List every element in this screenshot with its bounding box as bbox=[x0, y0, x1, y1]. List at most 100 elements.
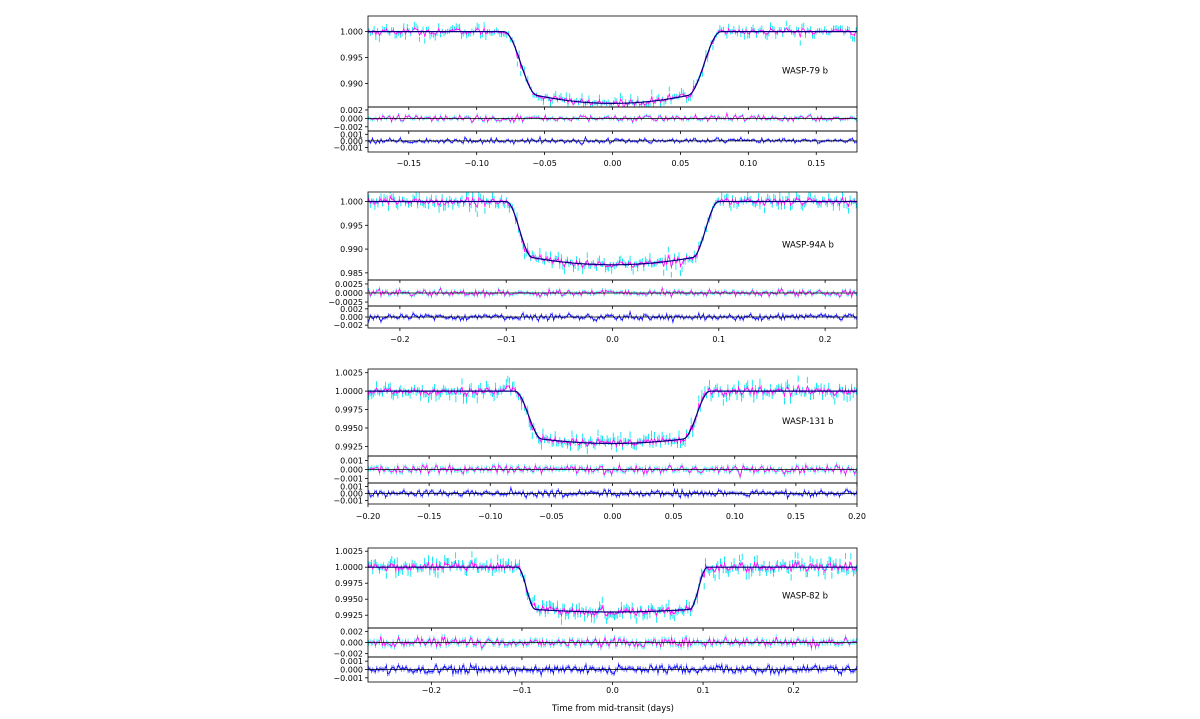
x-tick-label: 0.1 bbox=[712, 335, 725, 344]
y-tick-label: −0.001 bbox=[333, 674, 363, 683]
y-tick-label: 0.000 bbox=[340, 466, 363, 475]
transit-model-line bbox=[368, 566, 857, 613]
x-tick-label: 0.05 bbox=[672, 159, 690, 168]
x-tick-label: −0.2 bbox=[390, 335, 409, 344]
transit-model-line bbox=[368, 31, 857, 104]
axes-frame bbox=[367, 15, 858, 108]
y-tick-label: −0.0025 bbox=[328, 298, 363, 307]
plot-area bbox=[368, 662, 857, 678]
y-tick-label: −0.002 bbox=[333, 321, 363, 330]
y-tick-label: 0.000 bbox=[340, 490, 363, 499]
y-tick-label: 0.002 bbox=[340, 305, 363, 314]
y-tick-label: 1.0000 bbox=[335, 563, 363, 572]
y-tick-label: 0.9950 bbox=[335, 595, 363, 604]
x-tick-label: −0.2 bbox=[422, 686, 441, 695]
y-tick-label: 0.000 bbox=[340, 137, 363, 146]
x-tick-label: −0.10 bbox=[464, 159, 489, 168]
y-tick-label: 0.9950 bbox=[335, 424, 363, 433]
y-tick-label: 1.000 bbox=[340, 28, 363, 37]
y-tick-label: 1.000 bbox=[340, 198, 363, 207]
transit-model-line bbox=[368, 200, 857, 266]
residual-series bbox=[368, 286, 857, 299]
x-tick-label: 0.10 bbox=[726, 512, 744, 521]
plot-area bbox=[368, 20, 857, 107]
y-tick-label: 0.995 bbox=[340, 221, 363, 230]
y-tick-label: 0.001 bbox=[340, 130, 363, 139]
transit-model-line bbox=[368, 390, 857, 445]
residual-series bbox=[368, 463, 857, 479]
x-tick-label: −0.15 bbox=[417, 512, 442, 521]
plot-area bbox=[368, 192, 857, 278]
planet-label: WASP-131 b bbox=[782, 417, 833, 427]
residual-series bbox=[368, 663, 857, 676]
y-tick-label: 0.9975 bbox=[335, 406, 363, 415]
plot-area bbox=[368, 633, 857, 652]
x-tick-label: −0.15 bbox=[396, 159, 421, 168]
y-tick-label: −0.002 bbox=[333, 650, 363, 659]
x-tick-label: 0.1 bbox=[697, 686, 710, 695]
x-tick-label: −0.20 bbox=[356, 512, 381, 521]
y-tick-label: 0.001 bbox=[340, 657, 363, 666]
flux-panel: WASP-94A b 0.985 0.990 0.995 1.000 bbox=[340, 191, 858, 283]
x-tick-label: −0.10 bbox=[478, 512, 503, 521]
x-tick-label: −0.05 bbox=[532, 159, 557, 168]
x-tick-label: 0.15 bbox=[807, 159, 825, 168]
y-tick-label: 1.0025 bbox=[335, 369, 363, 378]
plot-area bbox=[368, 286, 857, 299]
axes-frame bbox=[367, 547, 858, 629]
x-tick-label: 0.00 bbox=[604, 159, 622, 168]
y-tick-label: −0.001 bbox=[333, 475, 363, 484]
y-tick-label: 0.001 bbox=[340, 457, 363, 466]
flux-panel: WASP-82 b 0.9925 0.9950 0.9975 1.0000 1.0025 bbox=[335, 547, 858, 631]
y-tick-label: 0.002 bbox=[340, 627, 363, 636]
y-tick-label: 0.0025 bbox=[335, 280, 363, 289]
y-tick-label: 0.002 bbox=[340, 106, 363, 115]
binned-series bbox=[368, 195, 857, 269]
y-tick-label: −0.002 bbox=[333, 123, 363, 132]
plot-area bbox=[368, 462, 857, 480]
x-tick-label: 0.00 bbox=[604, 512, 622, 521]
planet-label: WASP-79 b bbox=[782, 66, 828, 76]
x-tick-label: 0.10 bbox=[739, 159, 757, 168]
x-tick-label: 0.2 bbox=[819, 335, 832, 344]
plot-area bbox=[368, 111, 857, 125]
y-tick-label: 0.990 bbox=[340, 245, 363, 254]
y-tick-label: 0.9925 bbox=[335, 442, 363, 451]
y-tick-label: 0.9975 bbox=[335, 579, 363, 588]
y-tick-label: 1.0000 bbox=[335, 387, 363, 396]
panel-group-4: WASP-82 b 0.9925 0.9950 0.9975 1.0000 1.0025 −… bbox=[333, 547, 858, 695]
plot-area bbox=[368, 486, 857, 500]
y-tick-label: 0.990 bbox=[340, 80, 363, 89]
flux-panel: WASP-131 b 0.9925 0.9950 0.9975 1.0000 1.0025 bbox=[335, 368, 858, 459]
x-tick-label: 0.15 bbox=[787, 512, 805, 521]
y-tick-label: 0.985 bbox=[340, 269, 363, 278]
y-tick-label: 0.000 bbox=[340, 639, 363, 648]
x-axis-label: Time from mid-transit (days) bbox=[551, 704, 674, 714]
panel-group-2: WASP-94A b0.9850.9900.9951.000−0.00250.0… bbox=[328, 191, 858, 344]
panel-group-1: WASP-79 b0.9900.9951.000−0.0020.0000.002… bbox=[333, 15, 858, 168]
residual-panel: −0.002 0.000 0.002 bbox=[333, 627, 858, 660]
planet-label: WASP-94A b bbox=[782, 240, 834, 250]
plot-area bbox=[368, 135, 857, 146]
y-tick-label: 1.0025 bbox=[335, 547, 363, 556]
plot-area bbox=[368, 375, 857, 455]
y-tick-label: 0.001 bbox=[340, 483, 363, 492]
plot-area bbox=[368, 551, 857, 625]
transit-panels: WASP-79 b0.9900.9951.000−0.0020.0000.002… bbox=[328, 15, 866, 695]
x-tick-label: 0.0 bbox=[606, 335, 619, 344]
y-tick-label: −0.001 bbox=[333, 497, 363, 506]
x-tick-label: −0.05 bbox=[539, 512, 564, 521]
y-tick-label: −0.001 bbox=[333, 143, 363, 152]
panel-group-3: WASP-131 b 0.9925 0.9950 0.9975 1.0000 1.0025… bbox=[333, 368, 866, 521]
y-tick-label: 0.995 bbox=[340, 54, 363, 63]
y-tick-label: 0.0000 bbox=[335, 289, 363, 298]
y-tick-label: 0.000 bbox=[340, 114, 363, 123]
y-tick-label: 0.000 bbox=[340, 666, 363, 675]
x-tick-label: −0.1 bbox=[512, 686, 531, 695]
